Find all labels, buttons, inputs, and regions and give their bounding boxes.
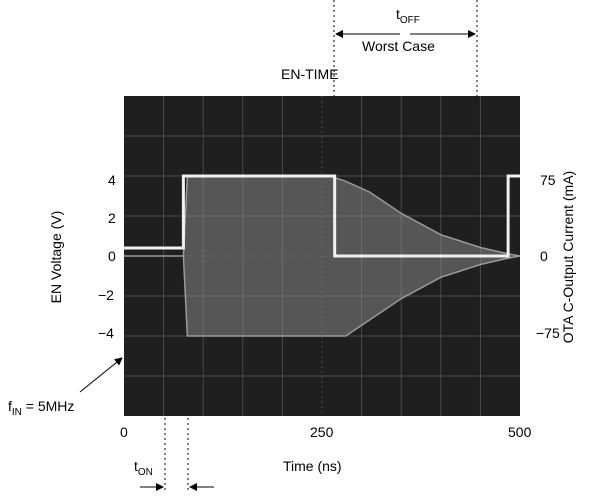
x-tick-label: 0 <box>120 424 128 440</box>
worst-case-label: Worst Case <box>362 38 435 54</box>
x-tick-label: 500 <box>508 424 532 440</box>
y-right-tick-label: 75 <box>540 172 556 188</box>
y-right-axis-title: OTA C-Output Current (mA) <box>560 170 576 344</box>
y-left-tick-label: 0 <box>108 248 116 264</box>
x-axis-title: Time (ns) <box>283 458 342 474</box>
y-left-tick-label: 2 <box>108 210 116 226</box>
x-tick-label: 250 <box>310 424 334 440</box>
y-left-tick-label: −4 <box>98 325 114 341</box>
y-left-tick-label: 4 <box>108 172 116 188</box>
trace-layer <box>124 174 520 258</box>
y-left-axis-title: EN Voltage (V) <box>48 210 64 304</box>
t-on-label: tON <box>134 458 153 478</box>
y-right-tick-label: −75 <box>536 325 560 341</box>
y-left-tick-label: −2 <box>98 287 114 303</box>
t-off-label: tOFF <box>396 6 420 26</box>
f-in-pointer <box>79 357 123 393</box>
en-voltage-series <box>124 174 520 258</box>
f-in-label: fIN = 5MHz <box>8 398 75 418</box>
chart-title: EN-TIME <box>281 66 339 82</box>
y-right-tick-label: 0 <box>540 248 548 264</box>
